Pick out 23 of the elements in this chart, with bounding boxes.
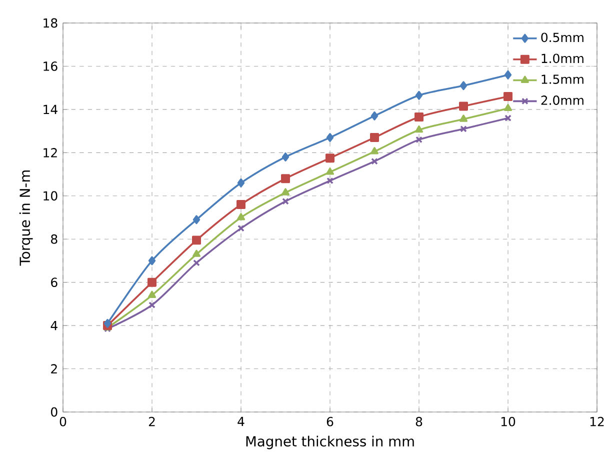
x-axis-title: Magnet thickness in mm [246,436,414,450]
legend-label: 1.5mm [542,74,584,84]
x-tick-label: 2 [148,416,155,426]
x-tick-label: 6 [326,416,334,426]
x-tick-label: 10 [501,416,516,426]
y-tick-label: 18 [44,18,58,28]
y-axis-title: Torque in N-m [19,170,33,266]
y-tick-label: 10 [44,191,58,201]
x-tick-label: 0 [60,416,66,426]
y-tick-label: 16 [44,62,58,71]
y-tick-label: 14 [44,104,58,114]
y-tick-label: 2 [51,364,57,374]
legend-label: 2.0mm [541,96,584,105]
y-tick-label: 4 [50,321,58,330]
x-tick-label: 8 [416,416,422,426]
y-tick-label: 6 [51,278,58,288]
y-tick-label: 8 [51,234,58,244]
y-tick-label: 0 [51,407,58,417]
legend-label: 0.5mm [541,32,584,42]
x-tick-label: 4 [238,416,244,426]
x-tick-label: 12 [590,416,604,426]
y-tick-label: 12 [44,148,57,158]
legend-label: 1.0mm [542,54,584,64]
